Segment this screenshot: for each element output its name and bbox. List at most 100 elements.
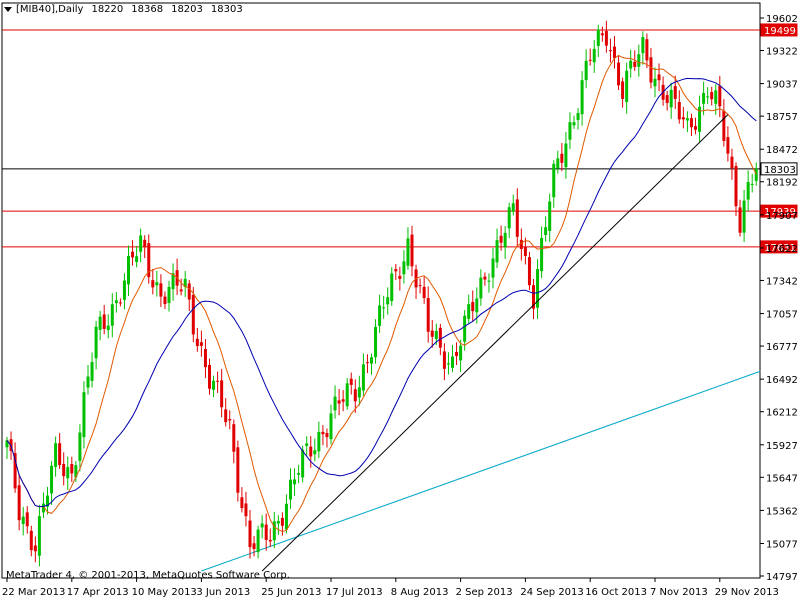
candle [414,264,418,299]
candle-body [637,54,641,67]
trendline-layer [261,114,729,572]
candle [430,320,434,348]
candle-body [268,539,272,542]
candle-body [70,464,74,474]
candle-body [94,326,98,359]
y-tick-label: 19037 [766,80,798,91]
candle [617,55,621,91]
candle [21,506,25,536]
open-value: 18220 [91,4,124,15]
candle-body [46,495,49,507]
candle-body [90,362,94,381]
candle-body [386,297,390,305]
candle-body [345,383,349,407]
candle [232,419,236,464]
candle-body [426,297,430,332]
level-label: 18303 [764,165,796,176]
candle [657,63,661,92]
level-label: 17631 [764,243,796,254]
candle [297,464,301,484]
long-trend-layer [201,370,761,572]
candle [422,276,426,304]
x-tick-label: 2 Sep 2013 [456,587,513,598]
candle-body [256,529,260,553]
candle-body [641,37,645,54]
price-axis: 19602 19322 19037 18757 18472 18192 17907 17622… [760,14,798,583]
y-tick-label: 17622 [766,244,798,255]
dropdown-arrow-icon[interactable] [4,6,12,12]
candle-body [293,479,297,485]
candle [191,287,195,343]
candle-body [446,363,450,365]
level-label-box [760,23,798,37]
candle [572,115,576,129]
candle [208,358,211,395]
candle [467,294,471,324]
candle-body [706,96,710,98]
candle [742,189,746,242]
candle-body [102,314,106,329]
candle-body [167,286,171,303]
candle [5,436,9,459]
candle [240,487,244,513]
candle-body [86,376,90,388]
level-label-box [760,162,798,176]
candle [390,267,394,306]
candle-body [272,521,276,541]
candle-body [750,183,754,185]
y-tick-label: 15362 [766,506,798,517]
candle-body [600,33,604,36]
candle-body [718,85,722,107]
candle [532,278,535,320]
candle-body [649,57,653,83]
x-tick-label: 10 May 2013 [132,587,197,598]
candle [442,343,446,381]
candle [507,202,511,239]
candle [325,428,329,448]
candle [625,62,629,114]
candle [276,515,280,536]
candle-body [556,158,560,169]
y-tick-label: 16492 [766,375,798,386]
y-tick-label: 14797 [766,572,798,583]
candle-body [459,345,463,361]
candle-body [301,449,305,478]
candle-body [280,517,284,526]
candle-body [341,399,345,402]
candle-body [5,440,9,448]
candle [673,75,677,109]
candle-body [544,227,548,235]
candle-body [564,143,568,168]
candle-body [592,48,596,63]
candle-body [50,465,54,494]
candle-body [321,431,325,435]
level-label-box [760,204,798,218]
candle-body [127,256,130,285]
candle [685,111,689,133]
candle [584,49,588,89]
candle [321,425,325,446]
candle [402,250,406,284]
candle-body [451,356,454,368]
candle-body [714,90,718,104]
candle-body [495,240,499,263]
candle-body [430,330,434,337]
candle [216,371,220,393]
y-tick-label: 15927 [766,441,798,452]
candle [698,95,702,143]
candle [151,269,155,295]
y-tick-label: 15647 [766,473,798,484]
candle-body [617,62,621,86]
candle [483,272,487,286]
candle-body [552,163,556,198]
candle-body [653,78,657,87]
candle-body [131,251,135,258]
candle-body [78,432,82,461]
candle-body [212,380,216,390]
y-tick-label: 17907 [766,211,798,222]
candle [540,226,544,279]
symbol-label: [MIB40],Daily [16,4,84,15]
horizontal-levels: 19499 18303 17939 17631 [2,23,798,254]
